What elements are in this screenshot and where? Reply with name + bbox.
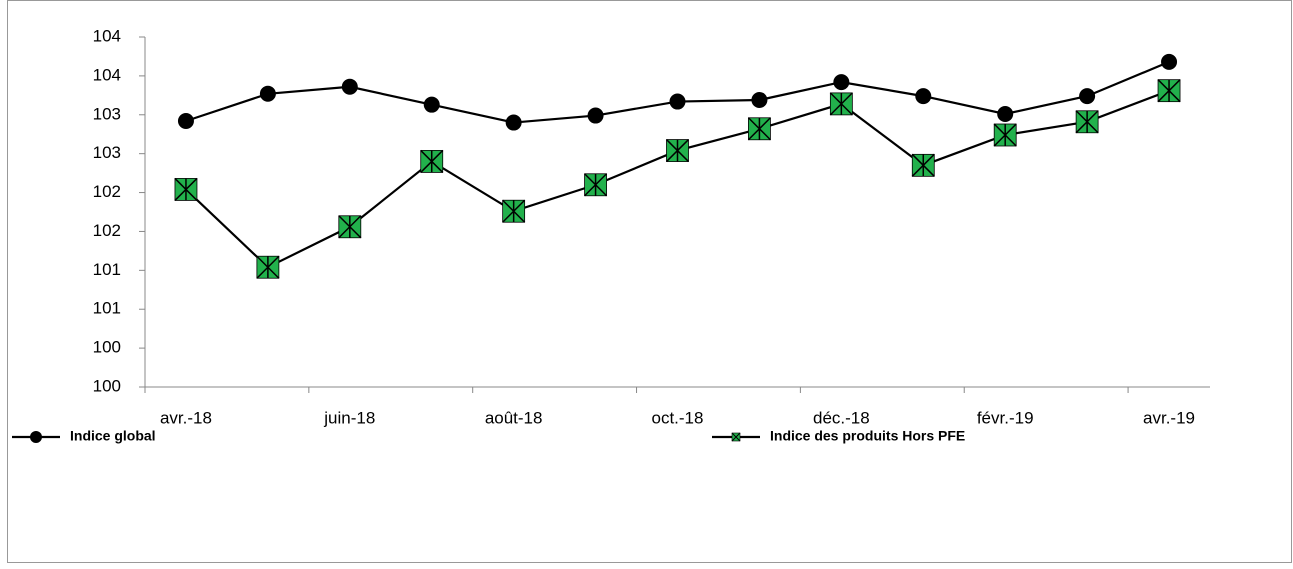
legend-marker-x — [731, 432, 741, 442]
x-tick-label: déc.-18 — [813, 408, 870, 427]
point-part — [747, 117, 771, 141]
point-part — [665, 139, 690, 163]
x-tick-label: avr.-18 — [160, 408, 212, 427]
y-tick-label: 102 — [93, 182, 121, 201]
point — [1075, 110, 1099, 134]
point-part — [993, 123, 1017, 147]
point — [341, 78, 358, 95]
point — [420, 149, 444, 173]
x-tick-label: août-18 — [485, 408, 543, 427]
y-tick-label: 104 — [93, 26, 121, 45]
point — [423, 96, 440, 113]
point-part — [256, 255, 280, 279]
point — [747, 117, 771, 141]
chart-border — [7, 0, 1292, 563]
point-part — [1157, 79, 1181, 103]
legend-label: Indice global — [70, 428, 156, 444]
point — [911, 153, 935, 177]
point — [587, 107, 604, 124]
point-part — [338, 215, 362, 239]
point — [751, 92, 768, 108]
point — [829, 92, 853, 116]
y-tick-label: 104 — [93, 65, 121, 84]
x-tick-label: avr.-19 — [1143, 408, 1195, 427]
y-tick-label: 100 — [93, 338, 121, 357]
x-tick-label: oct.-18 — [652, 408, 704, 427]
point-part — [829, 92, 853, 116]
point — [1079, 88, 1096, 105]
point-part — [502, 199, 526, 223]
point — [259, 85, 276, 102]
legend-marker — [30, 431, 42, 443]
point — [993, 123, 1017, 147]
y-tick-label: 103 — [93, 143, 121, 162]
point-part — [584, 173, 608, 197]
point — [256, 255, 280, 279]
point — [915, 88, 932, 105]
x-tick-label: févr.-19 — [977, 408, 1034, 427]
point-part — [174, 177, 198, 201]
point-part — [420, 149, 444, 173]
point — [505, 114, 522, 131]
series-line — [185, 89, 1170, 269]
point — [1157, 79, 1181, 103]
point — [174, 177, 198, 201]
point-part — [1075, 110, 1099, 134]
x-tick-label: juin-18 — [323, 408, 375, 427]
y-tick-label: 101 — [93, 260, 121, 279]
y-tick-label: 101 — [93, 299, 121, 318]
point — [1161, 53, 1178, 70]
point — [177, 113, 194, 129]
point — [997, 106, 1014, 122]
y-tick-label: 103 — [93, 104, 121, 123]
y-tick-label: 102 — [93, 221, 121, 240]
point — [584, 173, 608, 197]
series-line — [185, 60, 1170, 124]
point — [338, 215, 362, 239]
point — [502, 199, 526, 223]
legend-label: Indice des produits Hors PFE — [770, 428, 965, 444]
point — [665, 139, 690, 163]
point — [669, 93, 686, 110]
y-tick-label: 100 — [93, 376, 121, 395]
point — [833, 74, 850, 91]
point-part — [911, 153, 935, 177]
